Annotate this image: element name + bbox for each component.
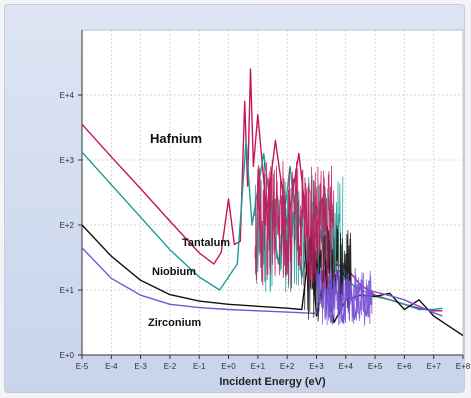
y-tick-label: E+1 bbox=[60, 286, 75, 295]
x-tick-label: E+8 bbox=[456, 362, 471, 371]
resonance-band-zirconium bbox=[316, 267, 373, 326]
x-axis-label: Incident Energy (eV) bbox=[219, 376, 326, 388]
annotation-hafnium: Hafnium bbox=[150, 131, 202, 146]
x-tick-label: E+5 bbox=[368, 362, 383, 371]
x-tick-label: E-3 bbox=[134, 362, 147, 371]
series-line-niobium bbox=[81, 224, 464, 337]
x-tick-label: E+4 bbox=[339, 362, 354, 371]
annotation-niobium: Niobium bbox=[152, 266, 196, 278]
x-tick-label: E+1 bbox=[251, 362, 266, 371]
y-tick-label: E+3 bbox=[60, 156, 75, 165]
y-tick-label: E+0 bbox=[60, 351, 75, 360]
x-tick-label: E-5 bbox=[76, 362, 89, 371]
x-tick-label: E+3 bbox=[309, 362, 324, 371]
series-line-tantalum bbox=[81, 139, 443, 311]
x-tick-label: E-4 bbox=[105, 362, 118, 371]
x-tick-label: E+0 bbox=[221, 362, 236, 371]
x-tick-label: E+7 bbox=[426, 362, 441, 371]
y-tick-label: E+4 bbox=[60, 91, 75, 100]
x-tick-label: E-2 bbox=[164, 362, 177, 371]
y-tick-label: E+2 bbox=[60, 221, 75, 230]
x-tick-label: E+6 bbox=[397, 362, 412, 371]
x-tick-label: E+2 bbox=[280, 362, 295, 371]
x-tick-label: E-1 bbox=[193, 362, 206, 371]
annotation-zirconium: Zirconium bbox=[148, 317, 201, 329]
annotation-tantalum: Tantalum bbox=[182, 237, 230, 249]
resonance-band-hafnium bbox=[254, 160, 335, 289]
